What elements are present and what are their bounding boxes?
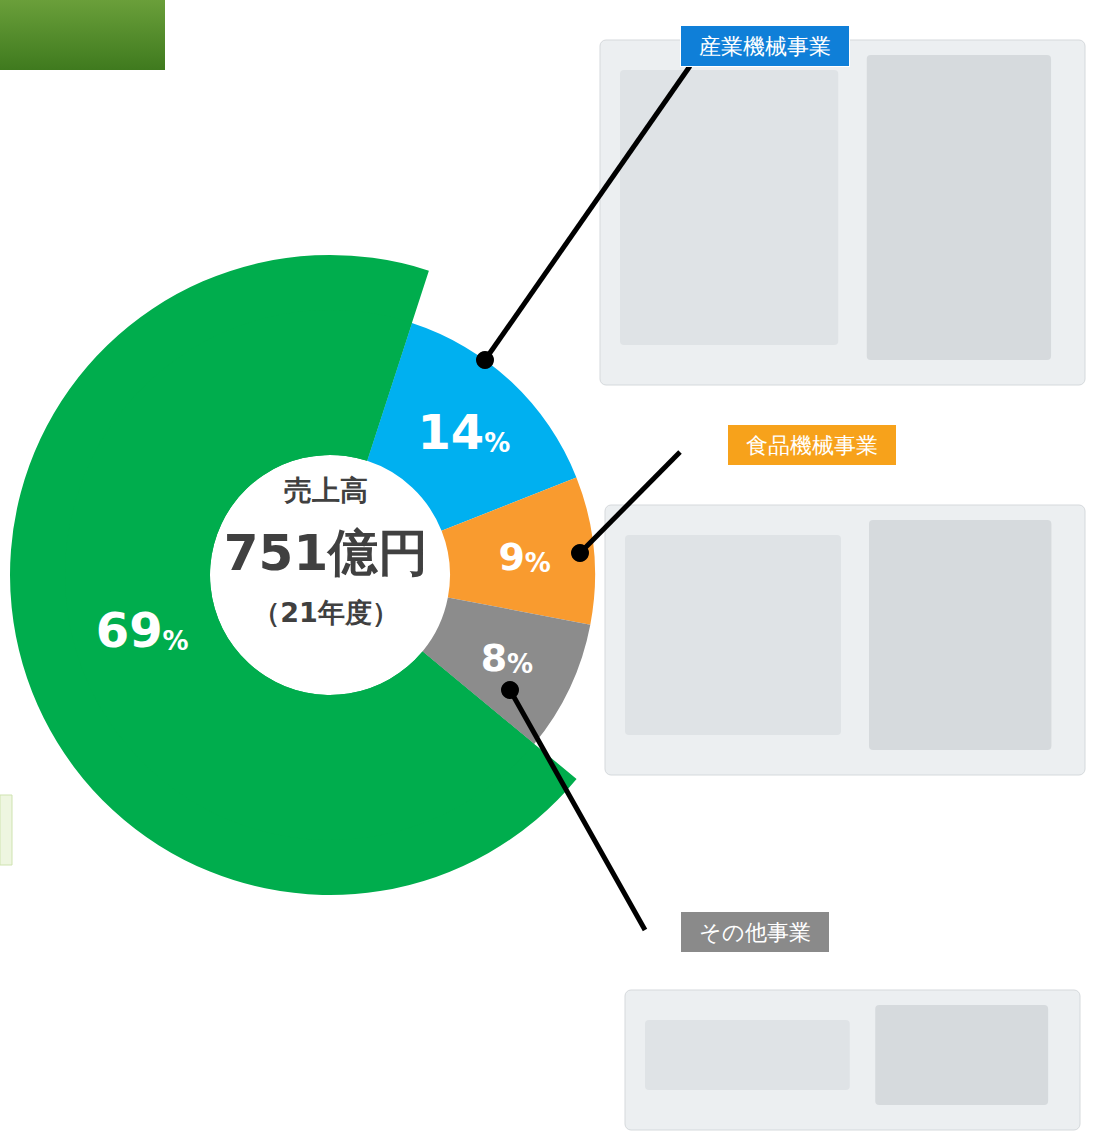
- svg-text:産業機械事業: 産業機械事業: [699, 34, 831, 59]
- svg-text:その他事業: その他事業: [699, 920, 811, 945]
- svg-text:14: 14: [417, 404, 484, 460]
- svg-text:69: 69: [96, 602, 163, 658]
- svg-text:%: %: [507, 649, 533, 679]
- svg-text:8: 8: [481, 636, 507, 680]
- svg-text:9: 9: [498, 535, 524, 579]
- svg-text:（21年度）: （21年度）: [253, 597, 399, 628]
- svg-text:%: %: [163, 626, 189, 656]
- svg-text:%: %: [484, 428, 510, 458]
- svg-text:売上高: 売上高: [284, 474, 368, 507]
- svg-text:%: %: [525, 548, 551, 578]
- svg-text:751億円: 751億円: [224, 524, 428, 582]
- svg-text:食品機械事業: 食品機械事業: [746, 433, 878, 458]
